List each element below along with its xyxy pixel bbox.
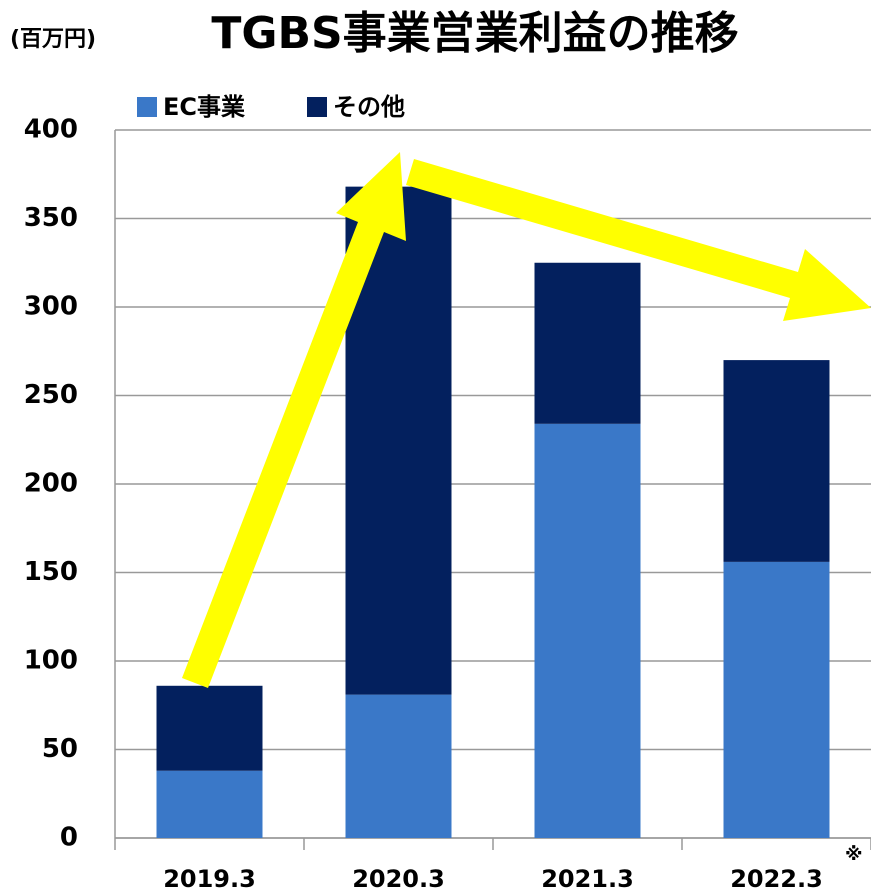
y-tick-label: 400 bbox=[24, 115, 78, 145]
bar-segment bbox=[156, 685, 263, 771]
bar-segment bbox=[534, 423, 641, 838]
x-tick-label: 2021.3 bbox=[541, 865, 634, 891]
y-tick-label: 250 bbox=[24, 380, 78, 410]
legend-swatch bbox=[307, 97, 327, 117]
legend-label: EC事業 bbox=[163, 93, 245, 121]
x-tick-label: 2022.3 bbox=[730, 865, 823, 891]
y-tick-label: 50 bbox=[42, 734, 78, 764]
y-tick-label: 350 bbox=[24, 203, 78, 233]
y-tick-label: 0 bbox=[60, 823, 78, 853]
legend-label: その他 bbox=[333, 93, 405, 121]
y-tick-label: 300 bbox=[24, 292, 78, 322]
x-tick-label: 2020.3 bbox=[352, 865, 445, 891]
y-tick-label: 100 bbox=[24, 646, 78, 676]
bar-segment bbox=[156, 770, 263, 838]
legend-swatch bbox=[137, 97, 157, 117]
y-tick-label: 200 bbox=[24, 469, 78, 499]
y-tick-label: 150 bbox=[24, 557, 78, 587]
annotation: ※ bbox=[845, 844, 863, 865]
unit-label: (百万円) bbox=[10, 27, 96, 52]
x-tick-label: 2019.3 bbox=[163, 865, 256, 891]
trend-arrow-down bbox=[406, 159, 871, 321]
bar-segment bbox=[534, 262, 641, 424]
chart-title: TGBS事業営業利益の推移 bbox=[211, 8, 738, 59]
trend-arrow-up bbox=[182, 152, 406, 688]
labels: 0 50 100 150 200 250 300 350 400 2019.3 2020.3 2021… bbox=[24, 93, 863, 891]
bar-segment bbox=[723, 360, 830, 562]
bar-segment bbox=[723, 561, 830, 838]
bar-segment bbox=[345, 694, 452, 838]
